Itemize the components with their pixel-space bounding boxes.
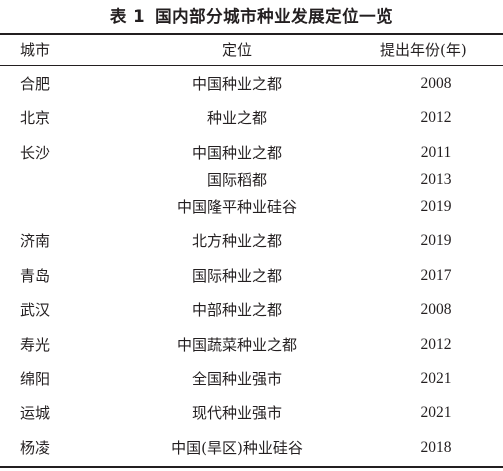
- cell-year: 2008: [420, 75, 452, 92]
- header-rule: [0, 65, 503, 66]
- table-title: 国内部分城市种业发展定位一览: [155, 7, 394, 26]
- cell-city: 济南: [20, 232, 51, 250]
- cell-city: 武汉: [20, 301, 51, 319]
- cell-city: 绵阳: [20, 370, 51, 388]
- cell-year: 2021: [420, 404, 452, 421]
- cell-year: 2012: [420, 109, 452, 126]
- cell-year: 2013: [420, 171, 452, 188]
- cell-year: 2017: [420, 267, 452, 284]
- cell-city: 杨凌: [20, 439, 51, 457]
- column-header-city: 城市: [20, 41, 51, 59]
- cell-position: 国际稻都: [206, 171, 267, 189]
- bottom-rule: [0, 466, 503, 468]
- cell-year: 2011: [420, 144, 452, 161]
- cell-position: 国际种业之都: [191, 267, 282, 285]
- cell-city: 长沙: [20, 144, 51, 162]
- table-number: 表 1: [109, 7, 146, 26]
- cell-year: 2019: [420, 198, 452, 215]
- cell-position: 中国(旱区)种业硅谷: [171, 439, 303, 457]
- column-header-position: 定位: [221, 41, 252, 59]
- cell-position: 北方种业之都: [191, 232, 282, 250]
- cell-year: 2021: [420, 370, 452, 387]
- cell-position: 中部种业之都: [191, 301, 282, 319]
- cell-position: 种业之都: [206, 109, 267, 127]
- cell-city: 寿光: [20, 336, 51, 354]
- cell-position: 中国隆平种业硅谷: [176, 198, 297, 216]
- cell-city: 运城: [20, 404, 51, 422]
- cell-position: 中国种业之都: [191, 75, 282, 93]
- cell-position: 现代种业强市: [191, 404, 282, 422]
- cell-city: 北京: [20, 109, 51, 127]
- cell-position: 中国种业之都: [191, 144, 282, 162]
- cell-year: 2012: [420, 336, 452, 353]
- column-header-year: 提出年份(年): [380, 41, 467, 59]
- cell-year: 2008: [420, 301, 452, 318]
- cell-city: 合肥: [20, 75, 51, 93]
- top-rule: [0, 33, 503, 35]
- cell-year: 2018: [420, 439, 452, 456]
- table-caption: 表 1 国内部分城市种业发展定位一览: [0, 3, 503, 27]
- cell-city: 青岛: [20, 267, 51, 285]
- cell-position: 全国种业强市: [191, 370, 282, 388]
- cell-year: 2019: [420, 232, 452, 249]
- cell-position: 中国蔬菜种业之都: [176, 336, 297, 354]
